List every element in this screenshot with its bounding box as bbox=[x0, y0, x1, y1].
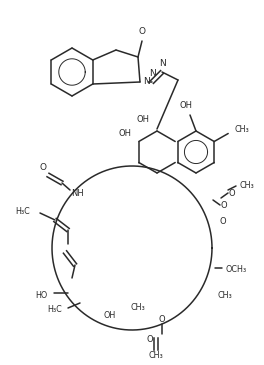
Text: OCH₃: OCH₃ bbox=[226, 265, 247, 274]
Text: O: O bbox=[40, 162, 46, 172]
Text: OH: OH bbox=[118, 129, 131, 138]
Text: N: N bbox=[159, 59, 165, 69]
Text: N: N bbox=[143, 77, 149, 87]
Text: OH: OH bbox=[104, 311, 116, 319]
Text: H₃C: H₃C bbox=[47, 304, 62, 314]
Text: NH: NH bbox=[72, 188, 84, 197]
Text: CH₃: CH₃ bbox=[218, 291, 233, 300]
Text: OH: OH bbox=[180, 100, 192, 110]
Text: N: N bbox=[149, 69, 155, 78]
Text: CH₃: CH₃ bbox=[149, 350, 163, 360]
Text: O: O bbox=[220, 218, 226, 227]
Text: O: O bbox=[221, 200, 227, 210]
Text: HO: HO bbox=[36, 291, 48, 300]
Text: H₃C: H₃C bbox=[15, 207, 30, 216]
Text: CH₃: CH₃ bbox=[235, 125, 249, 134]
Text: OH: OH bbox=[136, 115, 149, 123]
Text: O: O bbox=[139, 27, 145, 36]
Text: O: O bbox=[229, 188, 235, 197]
Text: CH₃: CH₃ bbox=[131, 304, 145, 312]
Text: O: O bbox=[147, 335, 153, 345]
Text: CH₃: CH₃ bbox=[240, 181, 255, 189]
Text: O: O bbox=[159, 315, 165, 324]
